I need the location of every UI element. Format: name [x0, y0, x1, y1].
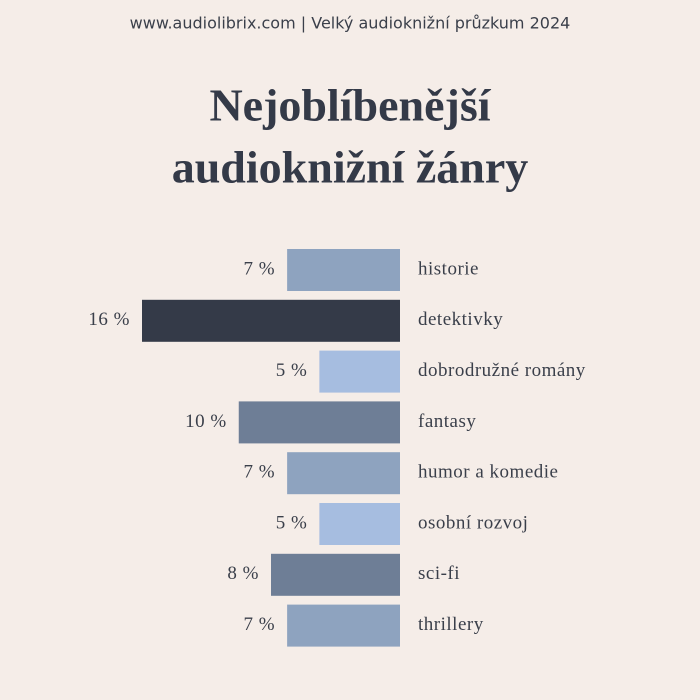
bar: [319, 350, 400, 393]
value-label: 7 %: [244, 258, 276, 279]
value-label: 10 %: [185, 411, 227, 432]
bar: [238, 401, 400, 444]
category-label: fantasy: [418, 411, 476, 432]
category-label: sci-fi: [418, 563, 460, 584]
category-label: detektivky: [418, 309, 503, 330]
category-label: historie: [418, 258, 479, 279]
category-label: humor a komedie: [418, 462, 558, 483]
category-label: dobrodružné romány: [418, 360, 586, 381]
category-label: osobní rozvoj: [418, 512, 528, 533]
bar: [271, 553, 400, 596]
value-label: 5 %: [276, 360, 308, 381]
category-label: thrillery: [418, 614, 484, 635]
bar: [287, 604, 400, 647]
bar: [287, 249, 400, 291]
value-label: 16 %: [88, 309, 130, 330]
value-label: 5 %: [276, 512, 308, 533]
value-label: 7 %: [244, 462, 276, 483]
subtitle: www.audiolibrix.com | Velký audioknižní …: [130, 14, 571, 33]
bar: [287, 452, 400, 495]
bar: [142, 299, 400, 342]
bar: [319, 503, 400, 545]
chart-title: Nejoblíbenější: [209, 80, 491, 131]
chart-title: audioknižní žánry: [172, 142, 529, 193]
value-label: 7 %: [244, 614, 276, 635]
value-label: 8 %: [227, 563, 259, 584]
